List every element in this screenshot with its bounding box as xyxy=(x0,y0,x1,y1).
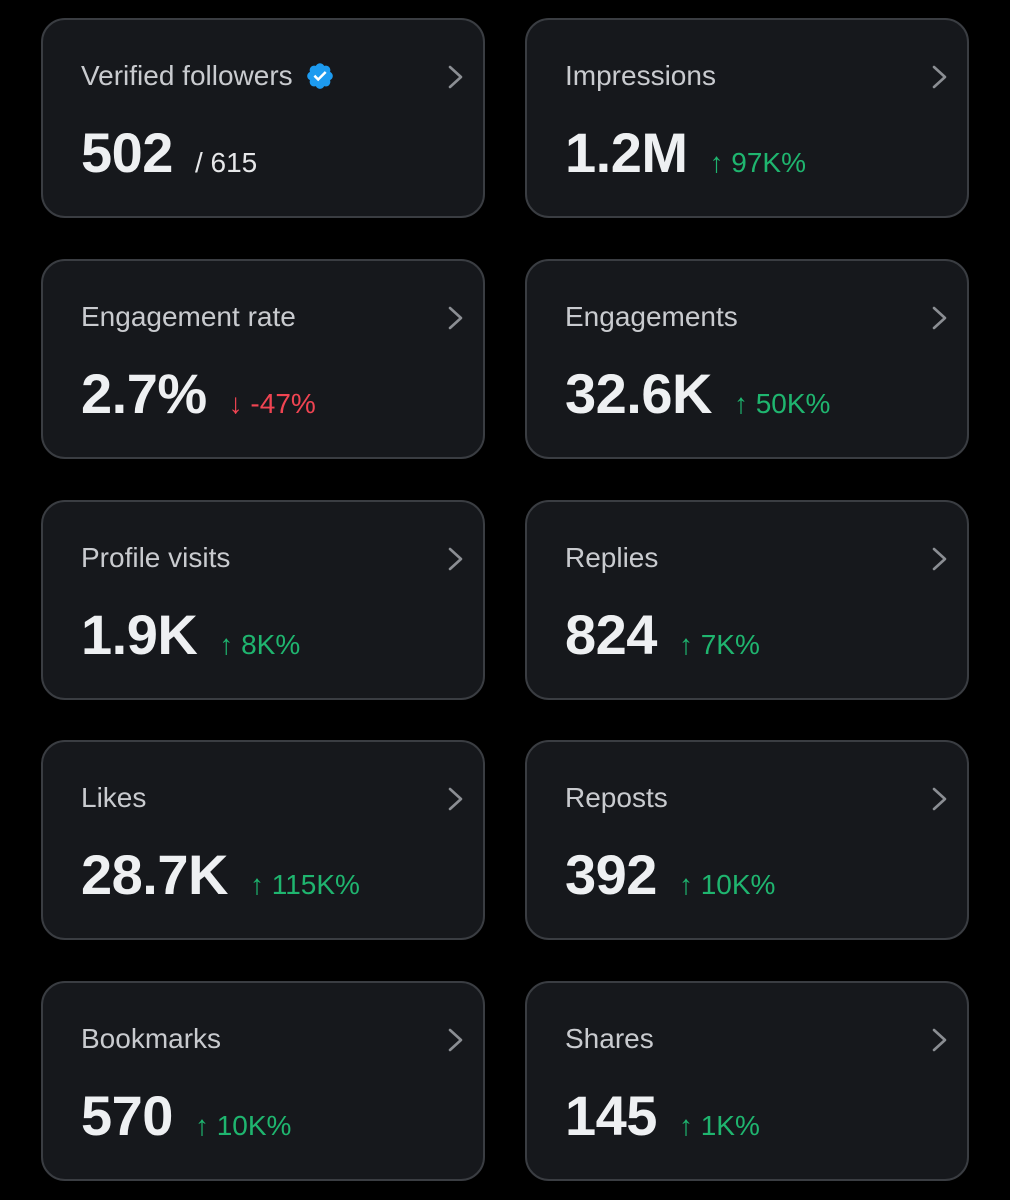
verified-badge-icon xyxy=(306,63,333,89)
card-change: ↑ 50K% xyxy=(733,388,831,419)
chevron-right-icon xyxy=(932,547,947,571)
card-reposts[interactable]: Reposts 392 ↑ 10K% xyxy=(525,740,969,940)
card-label: Reposts xyxy=(565,782,668,814)
card-replies[interactable]: Replies 824 ↑ 7K% xyxy=(525,500,969,700)
chevron-right-icon xyxy=(448,65,463,89)
card-label-text: Replies xyxy=(565,542,659,573)
card-change: ↓ -47% xyxy=(228,388,316,419)
card-change: ↑ 10K% xyxy=(194,1110,292,1141)
chevron-right-icon xyxy=(932,1028,947,1052)
card-value: 32.6K xyxy=(565,362,712,425)
card-metric-row: 392 ↑ 10K% xyxy=(565,842,775,907)
card-label: Engagement rate xyxy=(81,301,296,333)
card-value: 145 xyxy=(565,1084,657,1147)
card-total: / 615 xyxy=(194,147,258,178)
card-shares[interactable]: Shares 145 ↑ 1K% xyxy=(525,981,969,1181)
card-value: 1.9K xyxy=(81,603,198,666)
card-label: Engagements xyxy=(565,301,738,333)
card-metric-row: 145 ↑ 1K% xyxy=(565,1083,760,1148)
card-engagement-rate[interactable]: Engagement rate 2.7% ↓ -47% xyxy=(41,259,485,459)
card-engagements[interactable]: Engagements 32.6K ↑ 50K% xyxy=(525,259,969,459)
card-change: ↑ 10K% xyxy=(678,869,776,900)
card-likes[interactable]: Likes 28.7K ↑ 115K% xyxy=(41,740,485,940)
card-label: Shares xyxy=(565,1023,654,1055)
card-metric-row: 570 ↑ 10K% xyxy=(81,1083,291,1148)
card-change: ↑ 115K% xyxy=(249,869,360,900)
chevron-right-icon xyxy=(448,787,463,811)
card-bookmarks[interactable]: Bookmarks 570 ↑ 10K% xyxy=(41,981,485,1181)
card-label: Profile visits xyxy=(81,542,230,574)
card-label: Impressions xyxy=(565,60,716,92)
chevron-right-icon xyxy=(932,787,947,811)
card-label-text: Reposts xyxy=(565,782,668,813)
card-value: 28.7K xyxy=(81,843,228,906)
card-value: 392 xyxy=(565,843,657,906)
card-value: 1.2M xyxy=(565,121,688,184)
card-label-text: Bookmarks xyxy=(81,1023,222,1054)
card-label-text: Verified followers xyxy=(81,60,293,91)
card-label: Likes xyxy=(81,782,146,814)
chevron-right-icon xyxy=(932,306,947,330)
card-label-text: Shares xyxy=(565,1023,654,1054)
card-metric-row: 32.6K ↑ 50K% xyxy=(565,361,830,426)
card-change: ↑ 1K% xyxy=(678,1110,760,1141)
card-change: ↑ 8K% xyxy=(219,629,301,660)
card-label-text: Engagements xyxy=(565,301,738,332)
card-label: Verified followers xyxy=(81,60,335,92)
card-metric-row: 1.2M ↑ 97K% xyxy=(565,120,806,185)
card-value: 2.7% xyxy=(81,362,207,425)
card-label-text: Profile visits xyxy=(81,542,231,573)
card-value: 824 xyxy=(565,603,657,666)
card-value: 570 xyxy=(81,1084,173,1147)
card-label: Bookmarks xyxy=(81,1023,221,1055)
card-metric-row: 502 / 615 xyxy=(81,120,257,185)
card-label: Replies xyxy=(565,542,658,574)
chevron-right-icon xyxy=(448,1028,463,1052)
card-verified-followers[interactable]: Verified followers 502 / 615 xyxy=(41,18,485,218)
card-label-text: Likes xyxy=(81,782,147,813)
card-label-text: Impressions xyxy=(565,60,716,91)
card-metric-row: 1.9K ↑ 8K% xyxy=(81,602,300,667)
card-metric-row: 824 ↑ 7K% xyxy=(565,602,760,667)
card-change: ↑ 7K% xyxy=(678,629,760,660)
card-profile-visits[interactable]: Profile visits 1.9K ↑ 8K% xyxy=(41,500,485,700)
card-change: ↑ 97K% xyxy=(709,147,807,178)
chevron-right-icon xyxy=(448,547,463,571)
card-label-text: Engagement rate xyxy=(81,301,296,332)
card-metric-row: 28.7K ↑ 115K% xyxy=(81,842,360,907)
card-impressions[interactable]: Impressions 1.2M ↑ 97K% xyxy=(525,18,969,218)
chevron-right-icon xyxy=(448,306,463,330)
card-value: 502 xyxy=(81,121,173,184)
card-metric-row: 2.7% ↓ -47% xyxy=(81,361,316,426)
chevron-right-icon xyxy=(932,65,947,89)
